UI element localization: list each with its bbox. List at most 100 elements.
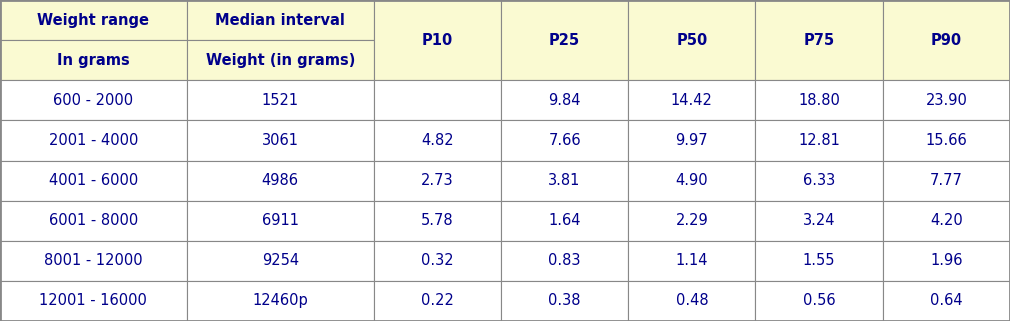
Bar	[501, 201, 628, 241]
Text: 2.29: 2.29	[676, 213, 708, 228]
Text: 8001 - 12000: 8001 - 12000	[44, 253, 142, 268]
Text: 12001 - 16000: 12001 - 16000	[39, 293, 147, 308]
Text: 0.32: 0.32	[421, 253, 453, 268]
Bar	[501, 120, 628, 160]
Bar	[628, 0, 755, 80]
Bar	[883, 281, 1010, 321]
Bar	[374, 120, 501, 160]
Text: 1521: 1521	[262, 93, 299, 108]
Bar	[187, 120, 374, 160]
Bar	[374, 281, 501, 321]
Text: 4.20: 4.20	[930, 213, 963, 228]
Text: 2001 - 4000: 2001 - 4000	[48, 133, 138, 148]
Text: 7.77: 7.77	[930, 173, 963, 188]
Text: 4001 - 6000: 4001 - 6000	[48, 173, 138, 188]
Text: 5.78: 5.78	[421, 213, 453, 228]
Text: 3061: 3061	[262, 133, 299, 148]
Text: Median interval: Median interval	[215, 13, 345, 28]
Text: 4986: 4986	[262, 173, 299, 188]
Text: 15.66: 15.66	[925, 133, 968, 148]
Text: 3.81: 3.81	[548, 173, 581, 188]
Bar	[755, 0, 883, 80]
Text: P25: P25	[549, 33, 580, 48]
Bar	[628, 160, 755, 201]
Bar	[374, 201, 501, 241]
Bar	[0, 241, 187, 281]
Text: 18.80: 18.80	[798, 93, 840, 108]
Bar	[755, 241, 883, 281]
Bar	[187, 201, 374, 241]
Bar	[628, 120, 755, 160]
Text: 1.14: 1.14	[676, 253, 708, 268]
Text: P90: P90	[931, 33, 962, 48]
Text: In grams: In grams	[57, 53, 130, 68]
Bar	[187, 40, 374, 80]
Text: 9.97: 9.97	[676, 133, 708, 148]
Bar	[0, 120, 187, 160]
Text: 1.64: 1.64	[548, 213, 581, 228]
Text: 0.48: 0.48	[676, 293, 708, 308]
Text: Weight (in grams): Weight (in grams)	[206, 53, 355, 68]
Text: 1.55: 1.55	[803, 253, 835, 268]
Text: 6001 - 8000: 6001 - 8000	[48, 213, 138, 228]
Text: 0.22: 0.22	[421, 293, 453, 308]
Bar	[0, 40, 187, 80]
Bar	[374, 160, 501, 201]
Text: 0.38: 0.38	[548, 293, 581, 308]
Text: P10: P10	[422, 33, 452, 48]
Bar	[0, 160, 187, 201]
Bar	[755, 80, 883, 120]
Bar	[883, 120, 1010, 160]
Text: 7.66: 7.66	[548, 133, 581, 148]
Text: 2.73: 2.73	[421, 173, 453, 188]
Bar	[755, 160, 883, 201]
Bar	[0, 0, 187, 40]
Text: 23.90: 23.90	[925, 93, 968, 108]
Bar	[0, 201, 187, 241]
Text: 6911: 6911	[262, 213, 299, 228]
Bar	[187, 241, 374, 281]
Bar	[883, 201, 1010, 241]
Text: P75: P75	[804, 33, 834, 48]
Bar	[501, 160, 628, 201]
Bar	[187, 281, 374, 321]
Bar	[0, 80, 187, 120]
Text: 4.90: 4.90	[676, 173, 708, 188]
Bar	[501, 80, 628, 120]
Bar	[883, 0, 1010, 80]
Text: 6.33: 6.33	[803, 173, 835, 188]
Text: 0.56: 0.56	[803, 293, 835, 308]
Bar	[628, 281, 755, 321]
Bar	[883, 80, 1010, 120]
Text: 3.24: 3.24	[803, 213, 835, 228]
Text: 14.42: 14.42	[671, 93, 713, 108]
Bar	[0, 281, 187, 321]
Bar	[501, 281, 628, 321]
Bar	[501, 0, 628, 80]
Bar	[628, 201, 755, 241]
Text: 600 - 2000: 600 - 2000	[54, 93, 133, 108]
Bar	[501, 241, 628, 281]
Text: 0.83: 0.83	[548, 253, 581, 268]
Bar	[187, 160, 374, 201]
Text: 1.96: 1.96	[930, 253, 963, 268]
Bar	[883, 241, 1010, 281]
Bar	[374, 80, 501, 120]
Text: 0.64: 0.64	[930, 293, 963, 308]
Text: P50: P50	[677, 33, 707, 48]
Bar	[755, 201, 883, 241]
Text: 12460p: 12460p	[252, 293, 308, 308]
Bar	[374, 241, 501, 281]
Bar	[374, 0, 501, 80]
Text: 9254: 9254	[262, 253, 299, 268]
Bar	[755, 281, 883, 321]
Bar	[755, 120, 883, 160]
Bar	[187, 80, 374, 120]
Bar	[883, 160, 1010, 201]
Bar	[628, 241, 755, 281]
Text: 12.81: 12.81	[798, 133, 840, 148]
Text: Weight range: Weight range	[37, 13, 149, 28]
Bar	[187, 0, 374, 40]
Text: 4.82: 4.82	[421, 133, 453, 148]
Bar	[628, 80, 755, 120]
